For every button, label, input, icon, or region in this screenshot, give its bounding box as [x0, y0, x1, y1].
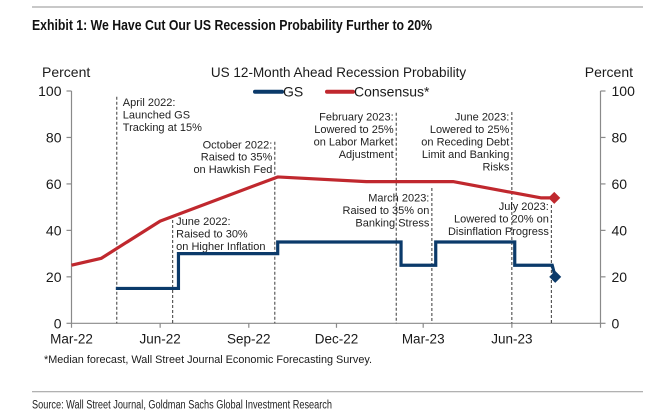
annotation-text-line: on Labor Market [314, 137, 394, 149]
annotation-text-line: Raised to 30% [176, 228, 248, 240]
annotation-text-line: Lowered to 20% on [454, 213, 549, 225]
x-tick-label: Mar-22 [50, 332, 93, 347]
annotation-text-line: Lowered to 25% [430, 124, 510, 136]
series-layer [71, 175, 562, 291]
annotation-text-line: March 2023: [368, 193, 429, 205]
annotation-text-line: June 2022: [176, 216, 230, 228]
annotation-text-line: Adjustment [339, 149, 394, 161]
y-tick-label-left: 100 [38, 83, 62, 99]
y-tick-label-left: 20 [46, 269, 62, 285]
axes: 0 0 20 20 40 40 60 60 80 80 100 100 Mar-22 Jun-22 Sep-… [38, 83, 635, 347]
y-tick-label-left: 40 [46, 222, 62, 238]
y-axis-title-left: Percent [42, 64, 90, 80]
annotation-text-line: Launched GS [123, 109, 190, 121]
end-marker-consensus [548, 191, 561, 204]
exhibit-title: Exhibit 1: We Have Cut Our US Recession … [32, 17, 432, 34]
series-line-consensus [71, 175, 555, 267]
annotation-text-line: Disinflation Progress [448, 226, 549, 238]
end-marker-gs [549, 270, 562, 283]
annotation-text-line: on Higher Inflation [176, 241, 265, 253]
annotation-text-line: October 2022: [203, 139, 273, 151]
annotation-text-line: April 2022: [123, 97, 176, 109]
annotation: June 2023:Lowered to 25%on Receding Debt… [421, 112, 513, 324]
y-tick-label-right: 0 [612, 315, 620, 331]
annotation-text-line: Lowered to 25% [314, 124, 394, 136]
y-tick-label-right: 60 [612, 176, 628, 192]
legend-label-gs: GS [283, 84, 303, 100]
footnote: *Median forecast, Wall Street Journal Ec… [44, 354, 372, 366]
x-tick-label: Dec-22 [315, 332, 359, 347]
annotation-text-line: February 2023: [319, 112, 394, 124]
annotation-text-line: Tracking at 15% [123, 122, 202, 134]
series-line-gs [115, 240, 557, 291]
annotation-text-line: Risks [482, 161, 509, 173]
annotation-text-line: on Hawkish Fed [193, 164, 272, 176]
annotation-text-line: Raised to 35% [201, 152, 273, 164]
y-tick-label-left: 0 [54, 315, 62, 331]
legend-label-consensus: Consensus* [354, 84, 430, 100]
annotation-text-line: Banking Stress [355, 218, 429, 230]
x-tick-label: Jun-23 [491, 332, 532, 347]
annotation: June 2022:Raised to 30%on Higher Inflati… [172, 215, 265, 324]
annotation-text-line: Raised to 35% on [343, 205, 430, 217]
y-tick-label-left: 60 [46, 176, 62, 192]
chart-title: US 12-Month Ahead Recession Probability [211, 65, 466, 80]
annotation: February 2023:Lowered to 25%on Labor Mar… [314, 112, 397, 324]
x-tick-label: Mar-23 [402, 332, 445, 347]
chart: US 12-Month Ahead Recession Probability … [38, 64, 635, 347]
annotation-text-line: July 2023: [499, 201, 549, 213]
x-tick-label: Sep-22 [227, 332, 271, 347]
x-tick-label: Jun-22 [140, 332, 181, 347]
annotation-text-line: June 2023: [455, 112, 509, 124]
annotation-text-line: Limit and Banking [422, 149, 509, 161]
y-tick-label-right: 20 [612, 269, 628, 285]
annotation: October 2022:Raised to 35%on Hawkish Fed [193, 139, 276, 324]
y-tick-label-left: 80 [46, 129, 62, 145]
y-tick-label-right: 40 [612, 222, 628, 238]
legend: GS Consensus* [253, 84, 430, 100]
y-tick-label-right: 80 [612, 129, 628, 145]
y-axis-title-right: Percent [585, 64, 633, 80]
annotation: July 2023:Lowered to 20% onDisinflation … [448, 201, 552, 324]
source-note: Source: Wall Street Journal, Goldman Sac… [32, 400, 332, 412]
annotation-text-line: on Receding Debt [421, 137, 509, 149]
y-tick-label-right: 100 [612, 83, 636, 99]
